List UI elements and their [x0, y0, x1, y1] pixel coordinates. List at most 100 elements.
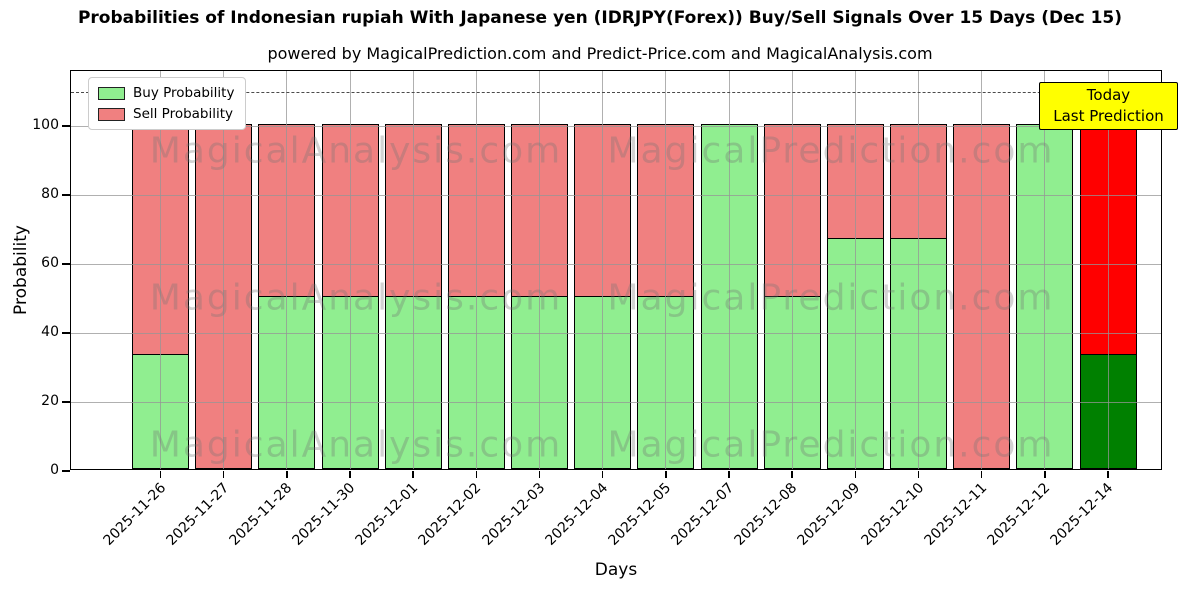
sell-segment	[890, 124, 948, 240]
chart-subtitle: powered by MagicalPrediction.com and Pre…	[267, 44, 933, 63]
sell-segment	[637, 124, 695, 298]
today-annotation-line1: Today	[1086, 86, 1131, 104]
y-axis-label: Probability	[11, 225, 31, 315]
buy-segment	[574, 295, 632, 470]
sell-segment	[953, 124, 1011, 469]
y-tick-mark	[62, 263, 70, 265]
legend-item-buy: Buy Probability	[98, 85, 234, 101]
buy-segment	[1016, 124, 1074, 469]
y-tick-mark	[62, 194, 70, 196]
y-tick-mark	[62, 332, 70, 334]
bar-2025-12-03	[511, 124, 569, 470]
legend: Buy Probability Sell Probability	[88, 77, 247, 130]
sell-segment	[574, 124, 632, 298]
plot-area: Buy Probability Sell Probability Today L…	[32, 70, 1178, 549]
bar-2025-12-05	[637, 124, 695, 470]
sell-segment	[447, 124, 505, 298]
x-tick-label: 2025-11-28	[226, 480, 296, 549]
bar-2025-11-30	[321, 124, 379, 470]
buy-segment	[132, 354, 189, 469]
bar-2025-12-02	[447, 124, 505, 470]
sell-segment	[763, 124, 821, 298]
legend-item-sell: Sell Probability	[98, 106, 234, 122]
buy-segment	[700, 124, 758, 469]
sell-swatch-icon	[98, 107, 125, 121]
x-tick-label: 2025-12-03	[478, 480, 548, 549]
bar-2025-11-27	[195, 124, 253, 469]
x-tick-label: 2025-12-14	[1047, 480, 1117, 549]
x-tick-mark	[1044, 470, 1046, 478]
buy-segment	[511, 295, 569, 470]
buy-segment	[1079, 354, 1137, 469]
bar-2025-12-09	[826, 124, 884, 469]
bar-2025-12-07	[700, 124, 758, 469]
buy-segment	[763, 295, 821, 470]
bar-2025-11-26	[132, 124, 189, 469]
sell-segment	[384, 124, 442, 298]
x-tick-label: 2025-11-27	[163, 480, 232, 549]
bar-2025-12-14	[1079, 124, 1137, 469]
sell-segment	[258, 124, 316, 298]
x-axis-label: Days	[594, 560, 638, 580]
bar-2025-12-08	[763, 124, 821, 470]
x-tick-mark	[538, 470, 541, 478]
buy-segment	[637, 295, 695, 470]
x-tick-label: 2025-12-11	[921, 480, 991, 549]
sell-segment	[321, 124, 379, 298]
x-tick-label: 2025-12-12	[984, 480, 1054, 549]
bar-2025-12-12	[1016, 124, 1074, 469]
legend-label-sell: Sell Probability	[133, 106, 234, 122]
x-tick-mark	[728, 470, 730, 478]
legend-label-buy: Buy Probability	[133, 85, 235, 101]
x-tick-mark	[980, 470, 983, 478]
y-tick-label: 60	[41, 255, 59, 272]
x-tick-mark	[159, 470, 162, 478]
buy-segment	[447, 295, 505, 470]
x-tick-label: 2025-12-01	[352, 480, 422, 549]
x-tick-mark	[601, 470, 604, 478]
today-annotation-line2: Last Prediction	[1053, 107, 1164, 125]
buy-swatch-icon	[98, 86, 125, 100]
x-tick-mark	[412, 470, 414, 478]
x-tick-label: 2025-12-04	[542, 480, 612, 549]
y-tick-label: 80	[41, 186, 59, 203]
x-tick-mark	[854, 470, 857, 478]
y-tick-label: 40	[41, 324, 59, 341]
x-tick-label: 2025-11-30	[289, 480, 359, 549]
x-tick-mark	[222, 470, 225, 478]
x-tick-mark	[791, 470, 793, 478]
x-tick-label: 2025-12-02	[415, 480, 485, 549]
chart-title: Probabilities of Indonesian rupiah With …	[77, 8, 1123, 28]
bar-2025-12-01	[384, 124, 442, 470]
x-tick-label: 2025-12-05	[605, 480, 675, 549]
buy-segment	[321, 295, 379, 470]
bar-2025-12-11	[953, 124, 1011, 469]
x-tick-label: 2025-12-10	[857, 480, 927, 549]
x-tick-label: 2025-11-26	[99, 480, 169, 549]
sell-segment	[826, 124, 884, 240]
x-tick-mark	[349, 470, 351, 478]
y-tick-mark	[62, 401, 70, 403]
x-tick-mark	[475, 470, 478, 478]
buy-segment	[258, 295, 316, 470]
sell-segment	[511, 124, 569, 298]
y-tick-label: 100	[32, 117, 59, 134]
buy-segment	[890, 237, 948, 469]
bar-2025-12-04	[574, 124, 632, 470]
y-tick-mark	[62, 470, 70, 472]
buy-segment	[826, 237, 884, 469]
y-tick-mark	[62, 125, 70, 127]
x-tick-mark	[1107, 470, 1109, 478]
sell-segment	[1079, 124, 1137, 356]
x-tick-label: 2025-12-08	[731, 480, 801, 549]
x-tick-mark	[286, 470, 288, 478]
x-tick-label: 2025-12-09	[794, 480, 864, 549]
y-tick-label: 20	[41, 393, 59, 410]
sell-segment	[132, 124, 189, 356]
sell-segment	[195, 124, 253, 469]
today-annotation: Today Last Prediction	[1039, 82, 1178, 130]
bar-2025-11-28	[258, 124, 316, 470]
bar-2025-12-10	[890, 124, 948, 469]
x-tick-mark	[665, 470, 667, 478]
x-tick-mark	[917, 470, 920, 478]
